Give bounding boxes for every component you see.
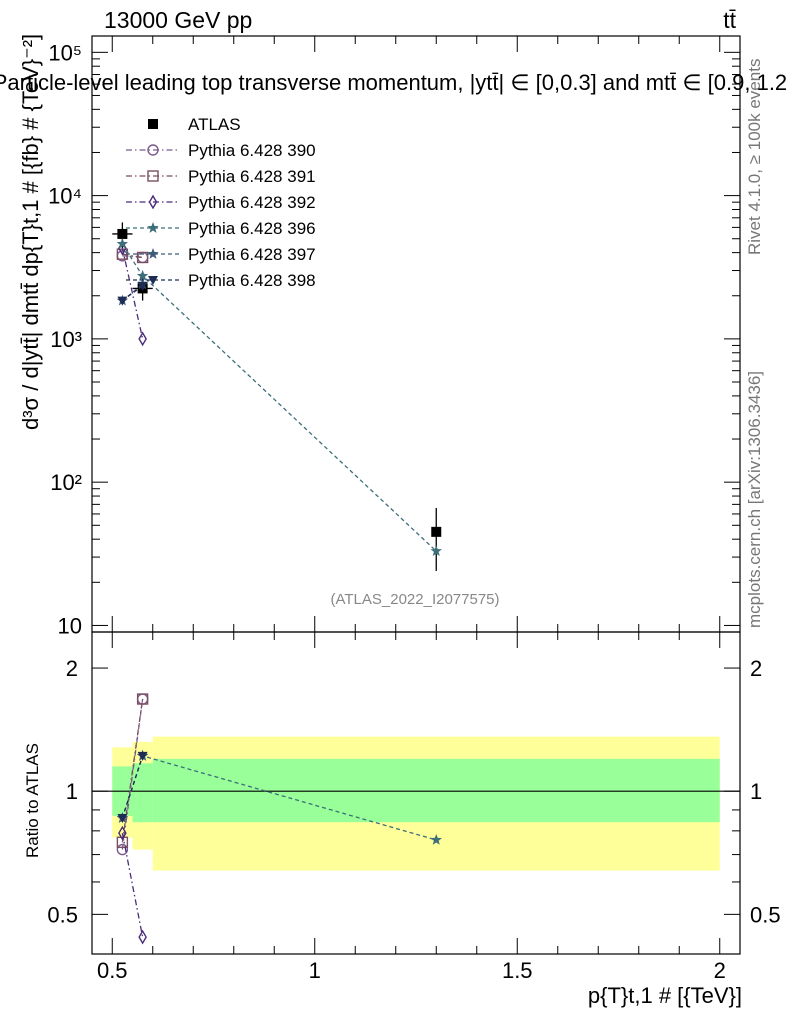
p397-line xyxy=(121,283,144,302)
legend: ATLAS Pythia 6.428 390 Pythia 6.428 391 Pyt… xyxy=(126,115,316,290)
ratio-y-tick-label-left: 2 xyxy=(66,656,78,681)
p391-ratio-point xyxy=(136,693,149,705)
legend-marker-p392 xyxy=(148,194,158,210)
p392-ratio-point xyxy=(138,929,147,945)
header-right: tt̄ xyxy=(723,7,736,33)
legend-label-p390: Pythia 6.428 390 xyxy=(188,141,316,160)
p396-ratio-point xyxy=(430,834,442,845)
main-y-tick-label: 10⁴ xyxy=(48,184,82,209)
atlas-point xyxy=(117,228,128,239)
mcplots-label: mcplots.cern.ch [arXiv:1306.3436] xyxy=(745,371,764,628)
main-axis-ticks: 10 10² 10³ 10⁴ 10⁵ xyxy=(48,36,740,638)
ratio-y-tick-label-right: 1 xyxy=(750,779,762,804)
p396-line xyxy=(121,243,437,552)
p392-point xyxy=(138,331,147,347)
main-y-tick-label: 10⁵ xyxy=(48,40,82,65)
p391-ratio-point xyxy=(116,836,129,849)
p391-point xyxy=(136,251,149,264)
legend-label-atlas: ATLAS xyxy=(188,115,241,134)
legend-label-p396: Pythia 6.428 396 xyxy=(188,219,316,238)
x-axis-label: p{T}t,1 # [{TeV}] xyxy=(588,983,742,1008)
p398-point xyxy=(117,296,128,306)
legend-marker-p398 xyxy=(148,276,158,285)
ratio-bands xyxy=(92,736,740,871)
ratio-axis-ticks: 0.5 0.5 1 1 2 2 0.5 1 1.5 2 xyxy=(47,632,781,983)
ratio-series-layer xyxy=(116,693,442,945)
p396-point xyxy=(136,269,149,281)
main-y-label: d³σ / d|ytt̄| dmtt̄ dp{T}t,1 # [{fb} # {… xyxy=(18,34,43,430)
rivet-label: Rivet 4.1.0, ≥ 100k events xyxy=(745,59,764,255)
legend-marker-p391 xyxy=(147,170,159,182)
p392-line xyxy=(121,247,144,340)
x-tick-label: 0.5 xyxy=(97,958,128,983)
ratio-frame xyxy=(91,631,741,955)
legend-marker-atlas xyxy=(148,119,158,129)
main-y-tick-label: 10 xyxy=(58,613,82,638)
p396-point xyxy=(430,545,442,556)
ratio-band-inner xyxy=(152,758,720,823)
p396-point xyxy=(116,237,129,249)
ratio-band-inner xyxy=(132,763,153,823)
x-tick-label: 1 xyxy=(309,958,321,983)
legend-marker-p397 xyxy=(147,248,159,259)
main-y-tick-label: 10² xyxy=(50,470,82,495)
p398-point xyxy=(137,281,148,291)
plot-title: Particle-level leading top transverse mo… xyxy=(0,70,786,95)
p398-ratio-line xyxy=(121,755,144,819)
analysis-watermark: (ATLAS_2022_I2077575) xyxy=(330,591,499,608)
p391-ratio-line xyxy=(121,698,144,843)
legend-label-p391: Pythia 6.428 391 xyxy=(188,167,316,186)
ratio-y-label: Ratio to ATLAS xyxy=(23,743,42,858)
p392-ratio-line xyxy=(121,832,144,938)
ratio-y-tick-label-right: 2 xyxy=(750,656,762,681)
main-y-tick-label: 10³ xyxy=(50,327,82,352)
legend-marker-p396 xyxy=(147,222,159,233)
p390-ratio-point xyxy=(116,843,129,856)
p391-line xyxy=(122,253,143,259)
legend-label-p392: Pythia 6.428 392 xyxy=(188,193,316,212)
ratio-y-tick-label-left: 1 xyxy=(66,779,78,804)
legend-label-p397: Pythia 6.428 397 xyxy=(188,245,316,264)
p390-ratio-line xyxy=(121,698,144,850)
p398-ratio-point xyxy=(137,751,148,761)
atlas-point xyxy=(431,526,442,537)
x-tick-label: 1.5 xyxy=(502,958,533,983)
p392-ratio-point xyxy=(118,825,127,841)
ratio-y-tick-label-left: 0.5 xyxy=(47,902,78,927)
p398-ratio-point xyxy=(117,814,128,824)
legend-marker-p390 xyxy=(147,144,159,156)
header-left: 13000 GeV pp xyxy=(104,7,252,33)
legend-label-p398: Pythia 6.428 398 xyxy=(188,271,316,290)
x-tick-label: 2 xyxy=(714,958,726,983)
ratio-y-tick-label-right: 0.5 xyxy=(750,902,781,927)
